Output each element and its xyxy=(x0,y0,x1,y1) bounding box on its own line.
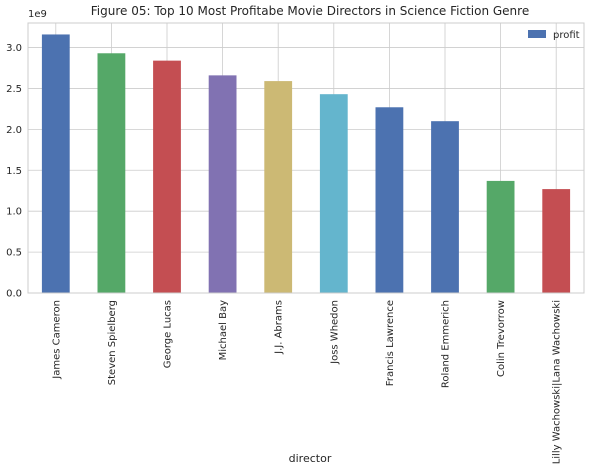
x-tick-label: Colin Trevorrow xyxy=(496,300,507,377)
x-tick-label: Steven Spielberg xyxy=(107,300,118,385)
bar-michael-bay xyxy=(208,75,237,293)
bar-james-cameron xyxy=(41,34,70,294)
bar-george-lucas xyxy=(153,60,181,293)
legend: profit xyxy=(528,30,580,41)
bar-joss-whedon xyxy=(319,94,348,293)
legend-swatch xyxy=(528,30,546,38)
x-axis-label: director xyxy=(289,452,332,465)
y-tick-label: 2.0 xyxy=(6,125,22,136)
y-tick-label: 0.5 xyxy=(6,248,22,259)
y-multiplier-label: 1e9 xyxy=(28,9,47,20)
legend-label: profit xyxy=(553,30,580,41)
plot-frame xyxy=(27,22,585,294)
bars xyxy=(41,34,571,294)
bar-francis-lawrence xyxy=(375,107,404,293)
x-axis-ticks: James Cameron Steven Spielberg George Luca… xyxy=(51,300,562,464)
x-tick-label: J.J. Abrams xyxy=(274,300,285,355)
bar-steven-spielberg xyxy=(97,53,126,293)
y-tick-label: 3.0 xyxy=(6,43,22,54)
x-tick-label: Joss Whedon xyxy=(329,300,340,365)
chart-title: Figure 05: Top 10 Most Profitabe Movie D… xyxy=(91,4,529,18)
bar-colin-trevorrow xyxy=(486,180,515,293)
bar-j-j-abrams xyxy=(264,81,293,293)
x-tick-label: Francis Lawrence xyxy=(385,300,396,386)
x-tick-label: Michael Bay xyxy=(218,300,229,360)
y-tick-label: 2.5 xyxy=(6,84,22,95)
y-tick-label: 1.0 xyxy=(6,207,22,218)
y-axis-ticks: 0.0 0.5 1.0 1.5 2.0 2.5 3.0 xyxy=(6,43,22,299)
y-tick-label: 0.0 xyxy=(6,289,22,300)
bar-lilly-wachowski-lana-wachowski xyxy=(542,189,571,293)
bar-roland-emmerich xyxy=(431,121,459,293)
x-tick-label: Lilly Wachowski|Lana Wachowski xyxy=(552,300,563,464)
y-tick-label: 1.5 xyxy=(6,166,22,177)
x-tick-label: George Lucas xyxy=(163,300,174,368)
x-tick-label: Roland Emmerich xyxy=(441,300,452,388)
x-tick-label: James Cameron xyxy=(51,300,62,380)
